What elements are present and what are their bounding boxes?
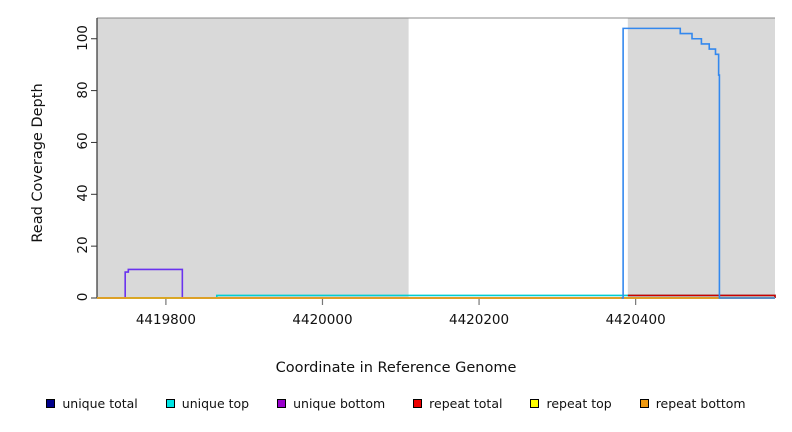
- legend-label: repeat total: [429, 396, 503, 411]
- legend-swatch-icon: [639, 399, 649, 408]
- legend-swatch-icon: [530, 399, 540, 408]
- legend-item-unique-top[interactable]: unique top: [165, 396, 250, 411]
- x-tick-label: 4420200: [448, 312, 510, 328]
- series-repeat-total: [627, 294, 776, 298]
- legend-swatch-icon: [46, 399, 56, 408]
- repeat-region-right: [627, 18, 775, 298]
- legend-label: unique bottom: [293, 396, 386, 411]
- legend-item-unique-total[interactable]: unique total: [46, 396, 138, 411]
- legend-label: repeat top: [546, 396, 612, 411]
- legend-item-repeat-top[interactable]: repeat top: [530, 396, 612, 411]
- legend-item-repeat-total[interactable]: repeat total: [413, 396, 502, 411]
- y-tick-label: 80: [75, 80, 91, 99]
- series-coverage-plateau-right: [621, 27, 775, 299]
- x-tick-label: 4420400: [605, 312, 666, 328]
- legend-item-repeat-bottom[interactable]: repeat bottom: [639, 396, 746, 411]
- chart-legend: unique total unique top unique bottom repea…: [0, 396, 792, 411]
- legend-item-unique-bottom[interactable]: unique bottom: [277, 396, 385, 411]
- y-tick-label: 60: [75, 132, 91, 151]
- y-tick-label: 100: [75, 24, 91, 51]
- legend-swatch-icon: [165, 399, 175, 408]
- x-axis-title: Coordinate in Reference Genome: [275, 360, 517, 376]
- legend-swatch-icon: [277, 399, 287, 408]
- y-tick-label: 0: [75, 292, 91, 302]
- legend-swatch-icon: [413, 399, 423, 408]
- y-tick-label: 20: [75, 236, 91, 254]
- y-tick-label: 40: [75, 184, 91, 202]
- x-tick-label: 4420000: [292, 312, 353, 328]
- legend-label: repeat bottom: [655, 396, 746, 411]
- x-tick-label: 4419800: [135, 312, 196, 328]
- legend-label: unique top: [181, 396, 250, 411]
- repeat-region-left: [97, 18, 409, 298]
- legend-label: unique total: [62, 396, 138, 411]
